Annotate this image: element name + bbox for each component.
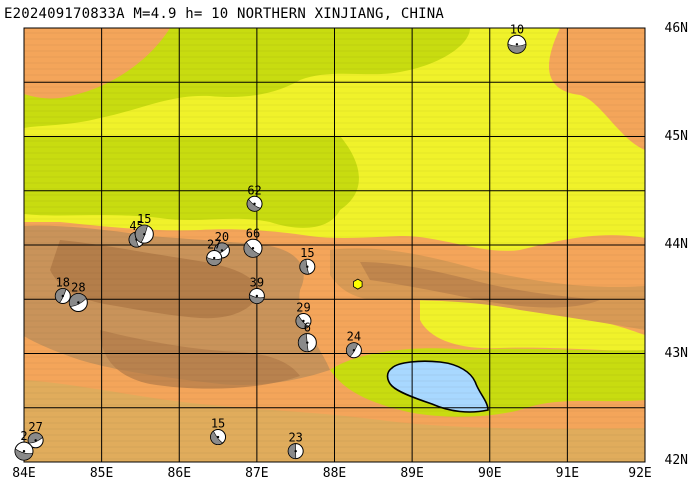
beachball-center	[220, 249, 224, 252]
beachball-quadrant	[299, 258, 310, 275]
beachball-quadrant	[27, 432, 43, 444]
beachball-quadrant	[128, 231, 140, 248]
event-label: 27	[207, 238, 221, 252]
beachball-event-9[interactable]: 28	[68, 281, 88, 313]
beachball-quadrant	[249, 294, 265, 304]
beachball-quadrant	[206, 256, 222, 266]
lat-label-45n: 45N	[664, 129, 688, 144]
event-label: 15	[300, 246, 314, 260]
epicenter-marker[interactable]	[353, 278, 363, 290]
grid-lines	[24, 28, 645, 462]
event-label: 23	[288, 431, 302, 445]
event-label: 15	[137, 212, 151, 226]
lon-label-86e: 86E	[167, 466, 192, 481]
beachball-event-3[interactable]: 15	[134, 212, 154, 244]
lat-label-43n: 43N	[664, 346, 688, 361]
event-label: 62	[247, 183, 261, 197]
beachball-quadrant	[243, 241, 261, 258]
lon-label-90e: 90E	[478, 466, 502, 481]
beachball-event-10[interactable]: 39	[248, 275, 265, 304]
beachball-event-13[interactable]: 24	[345, 330, 362, 359]
beachball-center	[77, 301, 80, 304]
event-label: 39	[250, 275, 264, 289]
beachball-center	[61, 294, 65, 298]
map-frame	[23, 27, 646, 463]
beachball-quadrant	[135, 224, 148, 243]
beachball-event-15[interactable]: 2	[14, 429, 34, 461]
beachball-quadrant	[246, 198, 262, 212]
event-label: 10	[510, 22, 524, 36]
event-label: 29	[296, 300, 310, 314]
lon-label-89e: 89E	[400, 466, 424, 481]
lat-label-46n: 46N	[664, 21, 688, 36]
lon-label-85e: 85E	[89, 466, 114, 481]
beachball-event-5[interactable]: 27	[206, 238, 223, 267]
event-label: 27	[28, 420, 42, 434]
lon-label-92e: 92E	[628, 466, 652, 481]
beachball-center	[253, 202, 256, 205]
event-label: 18	[56, 275, 70, 289]
event-label: 15	[211, 417, 225, 431]
beachball-event-7[interactable]: 15	[299, 246, 316, 275]
beachball-center	[22, 449, 26, 453]
event-label: 24	[347, 330, 361, 344]
lon-label-84e: 84E	[12, 466, 36, 481]
beachball-quadrant	[14, 448, 34, 461]
beachball-center	[34, 439, 37, 442]
event-label: 2	[20, 429, 27, 443]
beachball-quadrant	[210, 430, 224, 445]
event-label: 6	[304, 321, 311, 335]
lon-label-88e: 88E	[322, 466, 347, 481]
beachball-center	[212, 256, 216, 260]
beachball-center	[255, 294, 259, 298]
beachball-center	[352, 349, 356, 352]
beachball-event-1[interactable]: 62	[246, 183, 263, 212]
lat-label-42n: 42N	[664, 453, 688, 468]
beachball-quadrant	[287, 443, 297, 459]
lon-label-87e: 87E	[245, 466, 269, 481]
beachball-center	[143, 232, 146, 236]
beachball-quadrant	[507, 43, 527, 54]
beachball-event-0[interactable]: 10	[507, 22, 527, 54]
beachball-event-6[interactable]: 66	[243, 226, 263, 258]
beachball-event-17[interactable]: 23	[287, 431, 304, 460]
event-label: 28	[71, 281, 85, 295]
beachball-center	[302, 319, 305, 323]
beachball-event-11[interactable]: 29	[295, 300, 312, 329]
beachball-quadrant	[346, 342, 359, 358]
beachball-event-16[interactable]: 15	[210, 417, 227, 446]
beachball-event-14[interactable]: 27	[27, 420, 44, 449]
lon-label-91e: 91E	[555, 466, 580, 481]
beachball-center	[216, 435, 220, 439]
lat-label-44n: 44N	[664, 237, 688, 252]
beachball-quadrant	[295, 314, 310, 329]
map-title: E202409170833A M=4.9 h= 10 NORTHERN XINJ…	[4, 6, 445, 22]
beachball-event-12[interactable]: 6	[297, 321, 317, 353]
beachball-center	[294, 449, 297, 453]
beachball-center	[515, 43, 519, 46]
beachball-quadrant	[298, 333, 309, 352]
beachball-center	[306, 341, 309, 344]
beachball-center	[306, 265, 309, 268]
beachball-quadrant	[69, 293, 87, 307]
event-label: 20	[215, 230, 229, 244]
beachball-quadrant	[55, 288, 67, 304]
beachball-center	[251, 247, 255, 250]
beachball-event-8[interactable]: 18	[54, 275, 71, 304]
event-label: 66	[246, 226, 260, 240]
